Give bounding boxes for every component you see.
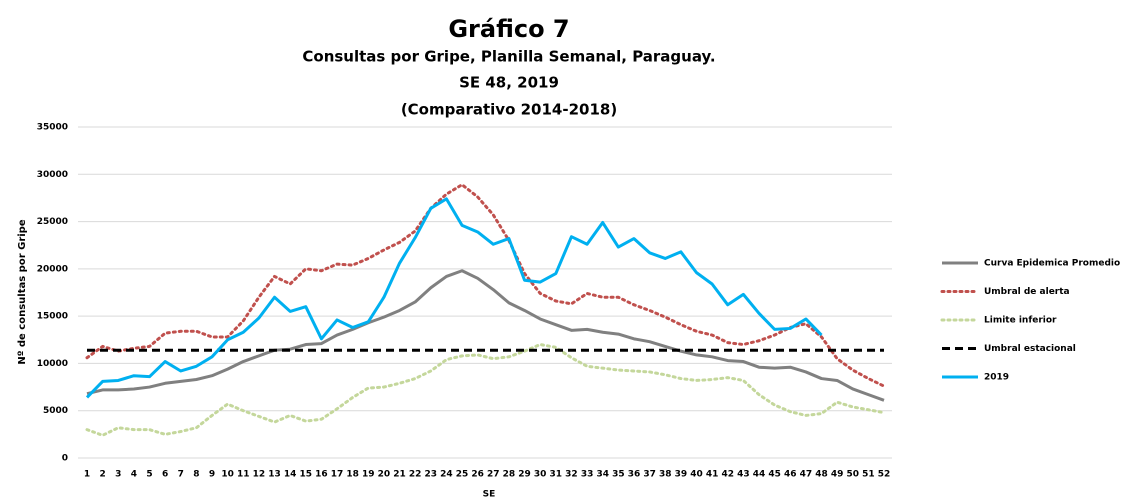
- chart-subtitle: SE 48, 2019: [459, 74, 559, 92]
- legend-label: Umbral de alerta: [984, 287, 1070, 297]
- x-tick-label: 44: [753, 470, 766, 480]
- x-tick-label: 7: [178, 470, 184, 480]
- x-tick-label: 3: [115, 470, 121, 480]
- x-tick-label: 49: [831, 470, 844, 480]
- y-tick-label: 35000: [37, 123, 68, 133]
- y-tick-label: 25000: [37, 217, 68, 227]
- x-tick-label: 11: [237, 470, 250, 480]
- y-tick-label: 5000: [43, 406, 68, 416]
- x-tick-label: 28: [503, 470, 516, 480]
- x-tick-label: 22: [409, 470, 422, 480]
- x-tick-label: 10: [221, 470, 234, 480]
- x-tick-label: 36: [628, 470, 641, 480]
- chart-title: Gráfico 7: [448, 15, 569, 43]
- x-tick-label: 32: [565, 470, 578, 480]
- y-tick-label: 0: [62, 454, 68, 464]
- x-tick-label: 19: [362, 470, 375, 480]
- x-tick-label: 42: [721, 470, 734, 480]
- y-tick-label: 20000: [37, 264, 68, 274]
- x-tick-label: 25: [456, 470, 469, 480]
- x-tick-label: 18: [346, 470, 359, 480]
- x-tick-label: 20: [378, 470, 391, 480]
- series-line: [85, 343, 886, 437]
- x-tick-label: 4: [131, 470, 137, 480]
- x-tick-label: 15: [300, 470, 313, 480]
- x-tick-label: 13: [268, 470, 281, 480]
- x-tick-label: 16: [315, 470, 328, 480]
- x-tick-label: 46: [784, 470, 797, 480]
- x-tick-label: 9: [209, 470, 215, 480]
- x-tick-label: 12: [253, 470, 266, 480]
- x-tick-label: 50: [846, 470, 859, 480]
- x-tick-label: 41: [706, 470, 719, 480]
- y-axis-label: Nº de consultas por Gripe: [17, 219, 28, 364]
- x-tick-label: 21: [393, 470, 406, 480]
- x-tick-label: 6: [162, 470, 168, 480]
- series-line: [86, 269, 885, 402]
- x-tick-label: 1: [84, 470, 90, 480]
- x-tick-label: 40: [690, 470, 703, 480]
- legend-label: Umbral estacional: [984, 344, 1076, 354]
- series-line: [85, 183, 886, 388]
- x-tick-label: 45: [768, 470, 781, 480]
- x-tick-label: 52: [878, 470, 891, 480]
- legend-label: Curva Epidemica Promedio: [984, 259, 1120, 269]
- x-tick-label: 26: [471, 470, 484, 480]
- y-tick-label: 15000: [37, 312, 68, 322]
- x-tick-label: 34: [596, 470, 609, 480]
- x-tick-label: 14: [284, 470, 297, 480]
- legend-label: 2019: [984, 373, 1009, 383]
- y-tick-label: 30000: [37, 170, 68, 180]
- legend-label: Limite inferior: [984, 316, 1057, 326]
- x-tick-label: 8: [193, 470, 199, 480]
- x-tick-label: 37: [643, 470, 656, 480]
- y-tick-label: 10000: [37, 359, 68, 369]
- x-tick-label: 51: [862, 470, 875, 480]
- x-tick-label: 27: [487, 470, 500, 480]
- x-tick-label: 33: [581, 470, 594, 480]
- x-tick-label: 38: [659, 470, 672, 480]
- x-tick-label: 17: [331, 470, 344, 480]
- x-tick-label: 24: [440, 470, 453, 480]
- x-tick-label: 39: [675, 470, 688, 480]
- x-axis-label: SE: [483, 490, 496, 500]
- x-tick-label: 2: [99, 470, 105, 480]
- x-tick-label: 5: [146, 470, 152, 480]
- x-tick-label: 48: [815, 470, 828, 480]
- series-line: [85, 197, 823, 399]
- x-tick-label: 31: [550, 470, 563, 480]
- x-tick-label: 30: [534, 470, 547, 480]
- chart-subtitle: Consultas por Gripe, Planilla Semanal, P…: [302, 48, 715, 66]
- x-tick-label: 29: [518, 470, 531, 480]
- x-tick-label: 35: [612, 470, 625, 480]
- x-tick-label: 23: [425, 470, 438, 480]
- x-tick-label: 47: [800, 470, 813, 480]
- x-tick-label: 43: [737, 470, 750, 480]
- chart-subtitle: (Comparativo 2014-2018): [401, 101, 617, 119]
